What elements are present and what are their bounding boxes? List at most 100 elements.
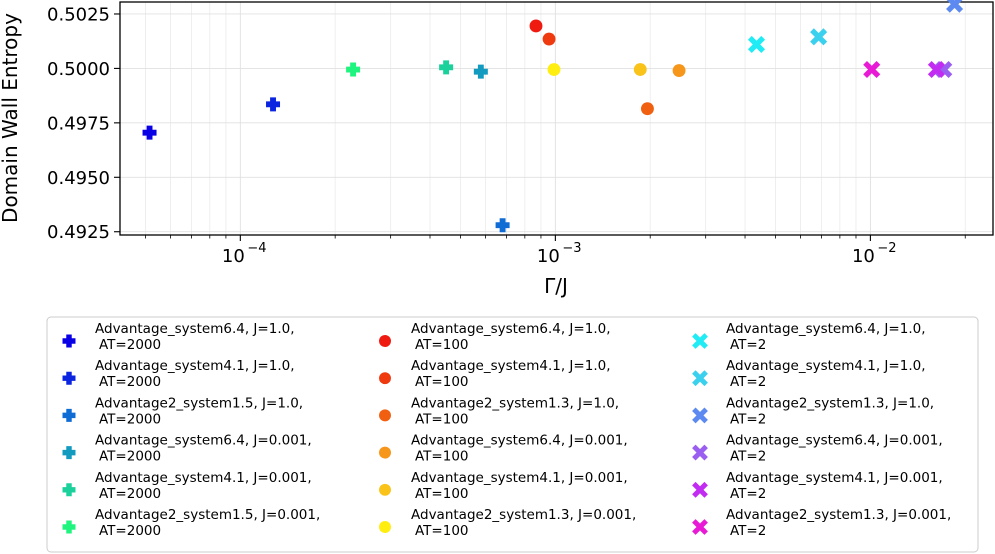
legend-marker — [62, 408, 76, 422]
legend-label: Advantage_system6.4, J=0.001, — [95, 433, 312, 449]
legend-marker — [62, 371, 76, 385]
legend-marker — [379, 409, 391, 422]
legend-label-line2: AT=2 — [730, 523, 766, 539]
data-point — [529, 19, 543, 33]
data-points — [142, 0, 964, 233]
legend-entry: Advantage_system6.4, J=1.0,AT=100 — [379, 321, 611, 353]
legend-marker — [62, 520, 76, 534]
legend-label-line2: AT=2 — [730, 449, 766, 465]
data-point — [547, 63, 561, 76]
legend-entry: Advantage_system6.4, J=0.001,AT=100 — [379, 433, 628, 465]
legend-entry: Advantage_system6.4, J=0.001,AT=2000 — [62, 433, 312, 465]
legend-entry: Advantage2_system1.3, J=0.001,AT=2 — [692, 507, 951, 539]
legend-marker — [62, 334, 76, 348]
y-tick-label: 0.5025 — [47, 4, 110, 25]
legend-label: Advantage_system6.4, J=1.0, — [726, 321, 926, 337]
legend-label: Advantage2_system1.3, J=1.0, — [411, 395, 619, 411]
legend-label: Advantage_system6.4, J=0.001, — [411, 433, 628, 449]
legend-entry: Advantage_system4.1, J=0.001,AT=2 — [692, 470, 943, 502]
data-point — [542, 32, 556, 46]
legend-label: Advantage_system4.1, J=0.001, — [411, 470, 628, 486]
legend-label-line2: AT=2000 — [99, 374, 161, 390]
legend-label: Advantage2_system1.3, J=0.001, — [411, 507, 636, 523]
legend-label: Advantage2_system1.5, J=0.001, — [95, 507, 320, 523]
legend-label: Advantage_system4.1, J=0.001, — [95, 470, 312, 486]
grid-lines — [120, 2, 993, 235]
plot-frame — [119, 1, 994, 236]
legend-label: Advantage2_system1.3, J=1.0, — [726, 395, 934, 411]
legend-marker — [62, 446, 76, 460]
legend-entry: Advantage_system4.1, J=1.0,AT=2000 — [62, 358, 295, 390]
legend-marker — [692, 519, 708, 535]
x-tick-exponent: −3 — [562, 241, 581, 256]
data-point — [946, 0, 964, 13]
legend-label-line2: AT=2000 — [99, 337, 161, 353]
legend-label-line2: AT=2000 — [99, 523, 161, 539]
y-tick-label: 0.4925 — [47, 222, 110, 243]
legend-marker — [692, 370, 708, 387]
legend-entry: Advantage_system4.1, J=1.0,AT=100 — [379, 358, 611, 390]
y-axis-label: Domain Wall Entropy — [0, 13, 22, 223]
legend-entry: Advantage2_system1.3, J=1.0,AT=100 — [379, 395, 619, 427]
legend-label: Advantage_system4.1, J=1.0, — [95, 358, 295, 374]
legend-label-line2: AT=100 — [415, 411, 469, 427]
legend-label-line2: AT=2 — [730, 411, 766, 427]
legend-label: Advantage_system6.4, J=1.0, — [95, 321, 295, 337]
legend-marker — [379, 483, 391, 496]
data-point — [927, 60, 945, 79]
legend-entry: Advantage2_system1.3, J=1.0,AT=2 — [692, 395, 934, 427]
legend-label: Advantage_system4.1, J=1.0, — [411, 358, 611, 374]
legend-entry: Advantage2_system1.5, J=1.0,AT=2000 — [62, 395, 303, 427]
data-point — [473, 64, 488, 79]
legend-label-line2: AT=2 — [730, 337, 766, 353]
legend-marker — [62, 483, 76, 497]
legend-label: Advantage_system6.4, J=0.001, — [726, 433, 943, 449]
legend-entry: Advantage_system4.1, J=1.0,AT=2 — [692, 358, 926, 390]
legend-label-line2: AT=2000 — [99, 449, 161, 465]
legend-label-line2: AT=2 — [730, 374, 766, 390]
data-point — [810, 28, 828, 46]
legend-marker — [692, 481, 708, 498]
legend-label: Advantage2_system1.5, J=1.0, — [95, 395, 303, 411]
legend-marker — [692, 333, 708, 349]
data-point — [747, 35, 766, 53]
legend-label: Advantage_system4.1, J=1.0, — [726, 358, 926, 374]
legend-label: Advantage_system6.4, J=1.0, — [411, 321, 611, 337]
y-tick-label: 0.4950 — [47, 168, 110, 189]
legend-label-line2: AT=100 — [415, 486, 469, 502]
x-tick-label: 10 — [537, 246, 560, 267]
legend-label-line2: AT=100 — [415, 374, 469, 390]
legend-label-line2: AT=100 — [415, 449, 469, 465]
legend-frame — [46, 316, 979, 553]
y-tick-label: 0.4975 — [47, 113, 110, 134]
legend-entry: Advantage_system6.4, J=1.0,AT=2000 — [62, 321, 295, 353]
legend-entry: Advantage_system4.1, J=0.001,AT=100 — [379, 470, 628, 502]
data-point — [346, 62, 361, 77]
x-tick-exponent: −4 — [247, 241, 266, 256]
data-point — [633, 63, 647, 76]
x-tick-label: 10 — [852, 246, 875, 267]
legend-marker — [379, 372, 391, 385]
legend-entry: Advantage2_system1.5, J=0.001,AT=2000 — [62, 507, 320, 539]
legend-marker — [692, 407, 708, 424]
data-point — [863, 60, 881, 79]
data-point — [439, 60, 454, 75]
legend-label-line2: AT=2000 — [99, 411, 161, 427]
data-point — [142, 125, 157, 140]
data-point — [495, 218, 510, 233]
legend-entry: Advantage_system4.1, J=0.001,AT=2000 — [62, 470, 312, 502]
legend-marker — [379, 446, 391, 459]
y-axis: 0.4925 0.4950 0.4975 0.5000 0.5025 — [47, 4, 120, 243]
legend-entry: Advantage_system6.4, J=0.001,AT=2 — [692, 433, 943, 465]
x-tick-label: 10 — [222, 246, 245, 267]
x-axis: 10 −4 10 −3 10 −2 — [145, 235, 966, 267]
data-point — [672, 64, 686, 78]
data-point — [266, 97, 281, 112]
data-point — [640, 102, 654, 116]
legend-entry: Advantage2_system1.3, J=0.001,AT=100 — [379, 507, 636, 539]
legend-marker — [379, 335, 391, 347]
legend-entry: Advantage_system6.4, J=1.0,AT=2 — [692, 321, 926, 353]
y-tick-label: 0.5000 — [47, 59, 110, 80]
legend-label-line2: AT=100 — [415, 337, 469, 353]
